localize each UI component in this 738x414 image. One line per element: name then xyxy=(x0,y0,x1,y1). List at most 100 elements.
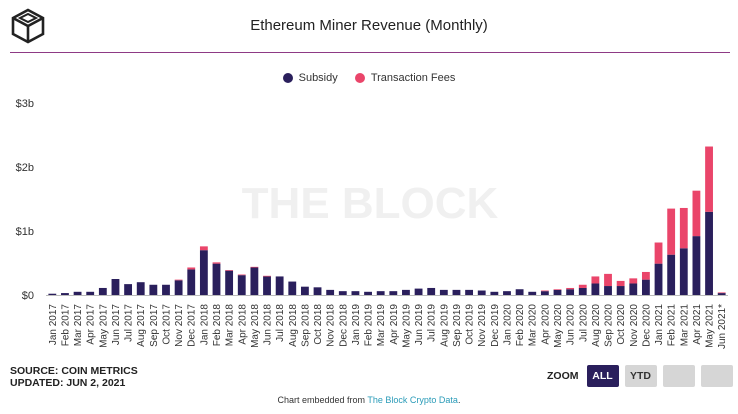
bar-subsidy[interactable] xyxy=(98,287,107,295)
bar-transaction-fees[interactable] xyxy=(578,284,587,288)
bar-subsidy[interactable] xyxy=(679,248,688,295)
bar-subsidy[interactable] xyxy=(376,291,385,295)
x-tick-label: Sep 2017 xyxy=(149,304,160,347)
zoom-all-button[interactable]: ALL xyxy=(586,365,619,387)
bar-subsidy[interactable] xyxy=(717,293,726,295)
zoom-blank-button-1[interactable] xyxy=(662,365,695,387)
bar-subsidy[interactable] xyxy=(439,289,448,295)
bar-subsidy[interactable] xyxy=(263,276,271,295)
bar-subsidy[interactable] xyxy=(503,291,511,295)
x-tick-label: Oct 2017 xyxy=(161,304,172,345)
bar-subsidy[interactable] xyxy=(174,280,183,295)
bar-transaction-fees[interactable] xyxy=(679,207,688,249)
bar-subsidy[interactable] xyxy=(313,287,322,295)
bar-subsidy[interactable] xyxy=(48,293,57,295)
x-tick-label: Oct 2018 xyxy=(313,304,324,345)
bar-subsidy[interactable] xyxy=(111,279,120,295)
bar-subsidy[interactable] xyxy=(515,289,524,295)
bar-transaction-fees[interactable] xyxy=(225,270,234,271)
bar-subsidy[interactable] xyxy=(351,291,360,295)
bar-subsidy[interactable] xyxy=(692,236,701,295)
bar-transaction-fees[interactable] xyxy=(187,267,196,270)
bar-transaction-fees[interactable] xyxy=(717,292,726,294)
x-tick-label: Oct 2019 xyxy=(465,304,476,345)
bar-subsidy[interactable] xyxy=(199,250,208,295)
x-tick-label: Jun 2018 xyxy=(263,304,274,346)
bar-subsidy[interactable] xyxy=(250,267,259,295)
x-tick-label: May 2019 xyxy=(401,304,412,348)
bar-subsidy[interactable] xyxy=(427,287,436,295)
bar-subsidy[interactable] xyxy=(641,279,650,295)
bar-subsidy[interactable] xyxy=(389,291,398,295)
x-tick-label: Nov 2018 xyxy=(326,304,337,347)
bar-subsidy[interactable] xyxy=(300,286,309,295)
bar-subsidy[interactable] xyxy=(566,289,575,295)
bar-subsidy[interactable] xyxy=(124,284,133,295)
bar-transaction-fees[interactable] xyxy=(263,275,271,277)
bar-subsidy[interactable] xyxy=(604,286,612,295)
embed-link[interactable]: The Block Crypto Data xyxy=(367,395,458,405)
bar-subsidy[interactable] xyxy=(275,276,284,295)
bar-transaction-fees[interactable] xyxy=(250,266,259,268)
bar-subsidy[interactable] xyxy=(528,291,537,295)
bar-transaction-fees[interactable] xyxy=(199,246,208,251)
bar-subsidy[interactable] xyxy=(477,290,486,295)
x-tick-label: Dec 2020 xyxy=(641,304,652,347)
bar-subsidy[interactable] xyxy=(86,291,95,295)
bar-subsidy[interactable] xyxy=(212,263,221,295)
bar-subsidy[interactable] xyxy=(237,275,246,295)
x-tick-label: Nov 2017 xyxy=(174,304,185,347)
bar-transaction-fees[interactable] xyxy=(540,290,549,292)
bar-subsidy[interactable] xyxy=(553,289,562,295)
bar-subsidy[interactable] xyxy=(162,284,170,295)
bar-transaction-fees[interactable] xyxy=(212,262,221,264)
bar-transaction-fees[interactable] xyxy=(553,289,562,290)
y-tick-label: $1b xyxy=(16,226,34,238)
bar-transaction-fees[interactable] xyxy=(667,208,676,255)
zoom-label: ZOOM xyxy=(547,370,579,382)
bar-transaction-fees[interactable] xyxy=(629,278,638,284)
bar-transaction-fees[interactable] xyxy=(604,273,612,287)
bar-subsidy[interactable] xyxy=(149,284,158,295)
bar-subsidy[interactable] xyxy=(364,291,372,295)
bar-transaction-fees[interactable] xyxy=(591,276,600,284)
bar-subsidy[interactable] xyxy=(654,263,663,295)
x-tick-label: Jun 2019 xyxy=(414,304,425,346)
legend-label-transaction-fees: Transaction Fees xyxy=(370,72,456,84)
bar-transaction-fees[interactable] xyxy=(705,146,713,212)
bar-subsidy[interactable] xyxy=(629,283,638,295)
bar-subsidy[interactable] xyxy=(136,282,145,295)
zoom-ytd-button[interactable]: YTD xyxy=(624,365,657,387)
bar-subsidy[interactable] xyxy=(540,291,549,295)
bar-subsidy[interactable] xyxy=(338,291,347,295)
bar-subsidy[interactable] xyxy=(288,281,297,295)
bar-subsidy[interactable] xyxy=(465,289,474,295)
bar-subsidy[interactable] xyxy=(326,289,335,295)
bar-subsidy[interactable] xyxy=(225,270,234,295)
legend-item-transaction-fees[interactable]: Transaction Fees xyxy=(354,72,456,84)
bar-subsidy[interactable] xyxy=(61,293,69,295)
x-tick-label: May 2020 xyxy=(553,304,564,348)
zoom-blank-button-2[interactable] xyxy=(700,365,733,387)
bar-transaction-fees[interactable] xyxy=(654,242,663,264)
bar-subsidy[interactable] xyxy=(667,254,676,295)
bar-transaction-fees[interactable] xyxy=(692,190,701,237)
bar-subsidy[interactable] xyxy=(616,286,625,295)
legend-item-subsidy[interactable]: Subsidy xyxy=(282,72,338,84)
bar-subsidy[interactable] xyxy=(591,283,600,295)
bar-transaction-fees[interactable] xyxy=(174,279,183,281)
cube-logo-icon[interactable] xyxy=(10,8,46,44)
bar-subsidy[interactable] xyxy=(402,289,410,295)
bar-subsidy[interactable] xyxy=(73,291,82,295)
bar-transaction-fees[interactable] xyxy=(616,280,625,287)
bar-subsidy[interactable] xyxy=(414,288,423,295)
bar-subsidy[interactable] xyxy=(490,291,499,295)
bar-transaction-fees[interactable] xyxy=(641,271,650,280)
bar-transaction-fees[interactable] xyxy=(566,287,575,290)
bar-subsidy[interactable] xyxy=(187,269,196,295)
bar-subsidy[interactable] xyxy=(705,211,713,295)
bar-subsidy[interactable] xyxy=(578,287,587,295)
bar-transaction-fees[interactable] xyxy=(237,274,246,276)
watermark: THE BLOCK xyxy=(242,179,499,228)
bar-subsidy[interactable] xyxy=(452,289,461,295)
